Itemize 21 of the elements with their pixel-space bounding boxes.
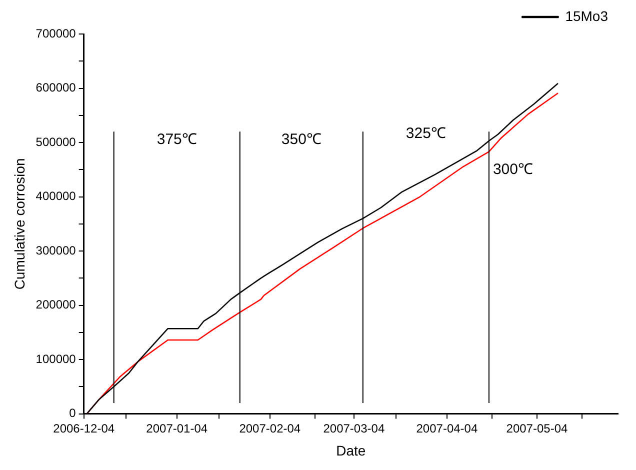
- annotation: 350℃: [281, 130, 322, 148]
- x-tick-label: 2007-05-04: [506, 421, 568, 436]
- x-tick-label: 2007-02-04: [239, 421, 301, 436]
- y-tick-label: 400000: [36, 189, 76, 204]
- x-tick-label: 2006-12-04: [53, 421, 115, 436]
- annotation: 375℃: [156, 130, 197, 148]
- y-tick-label: 600000: [36, 80, 76, 95]
- y-tick-label: 500000: [36, 134, 76, 149]
- y-tick-label: 300000: [36, 243, 76, 258]
- y-axis-title: Cumulative corrosion: [11, 158, 28, 290]
- y-tick-label: 0: [69, 406, 76, 420]
- annotation: 325℃: [406, 124, 446, 142]
- legend-label: 15Mo3: [565, 8, 608, 24]
- x-tick-label: 2007-04-04: [416, 421, 478, 436]
- y-tick-label: 700000: [36, 26, 76, 40]
- x-tick-label: 2007-03-04: [323, 421, 385, 436]
- y-tick-label: 100000: [36, 352, 76, 366]
- y-tick-label: 200000: [36, 298, 76, 312]
- x-axis-title: Date: [336, 442, 366, 458]
- annotation: 300℃: [492, 160, 533, 178]
- x-tick-label: 2007-01-04: [146, 421, 208, 436]
